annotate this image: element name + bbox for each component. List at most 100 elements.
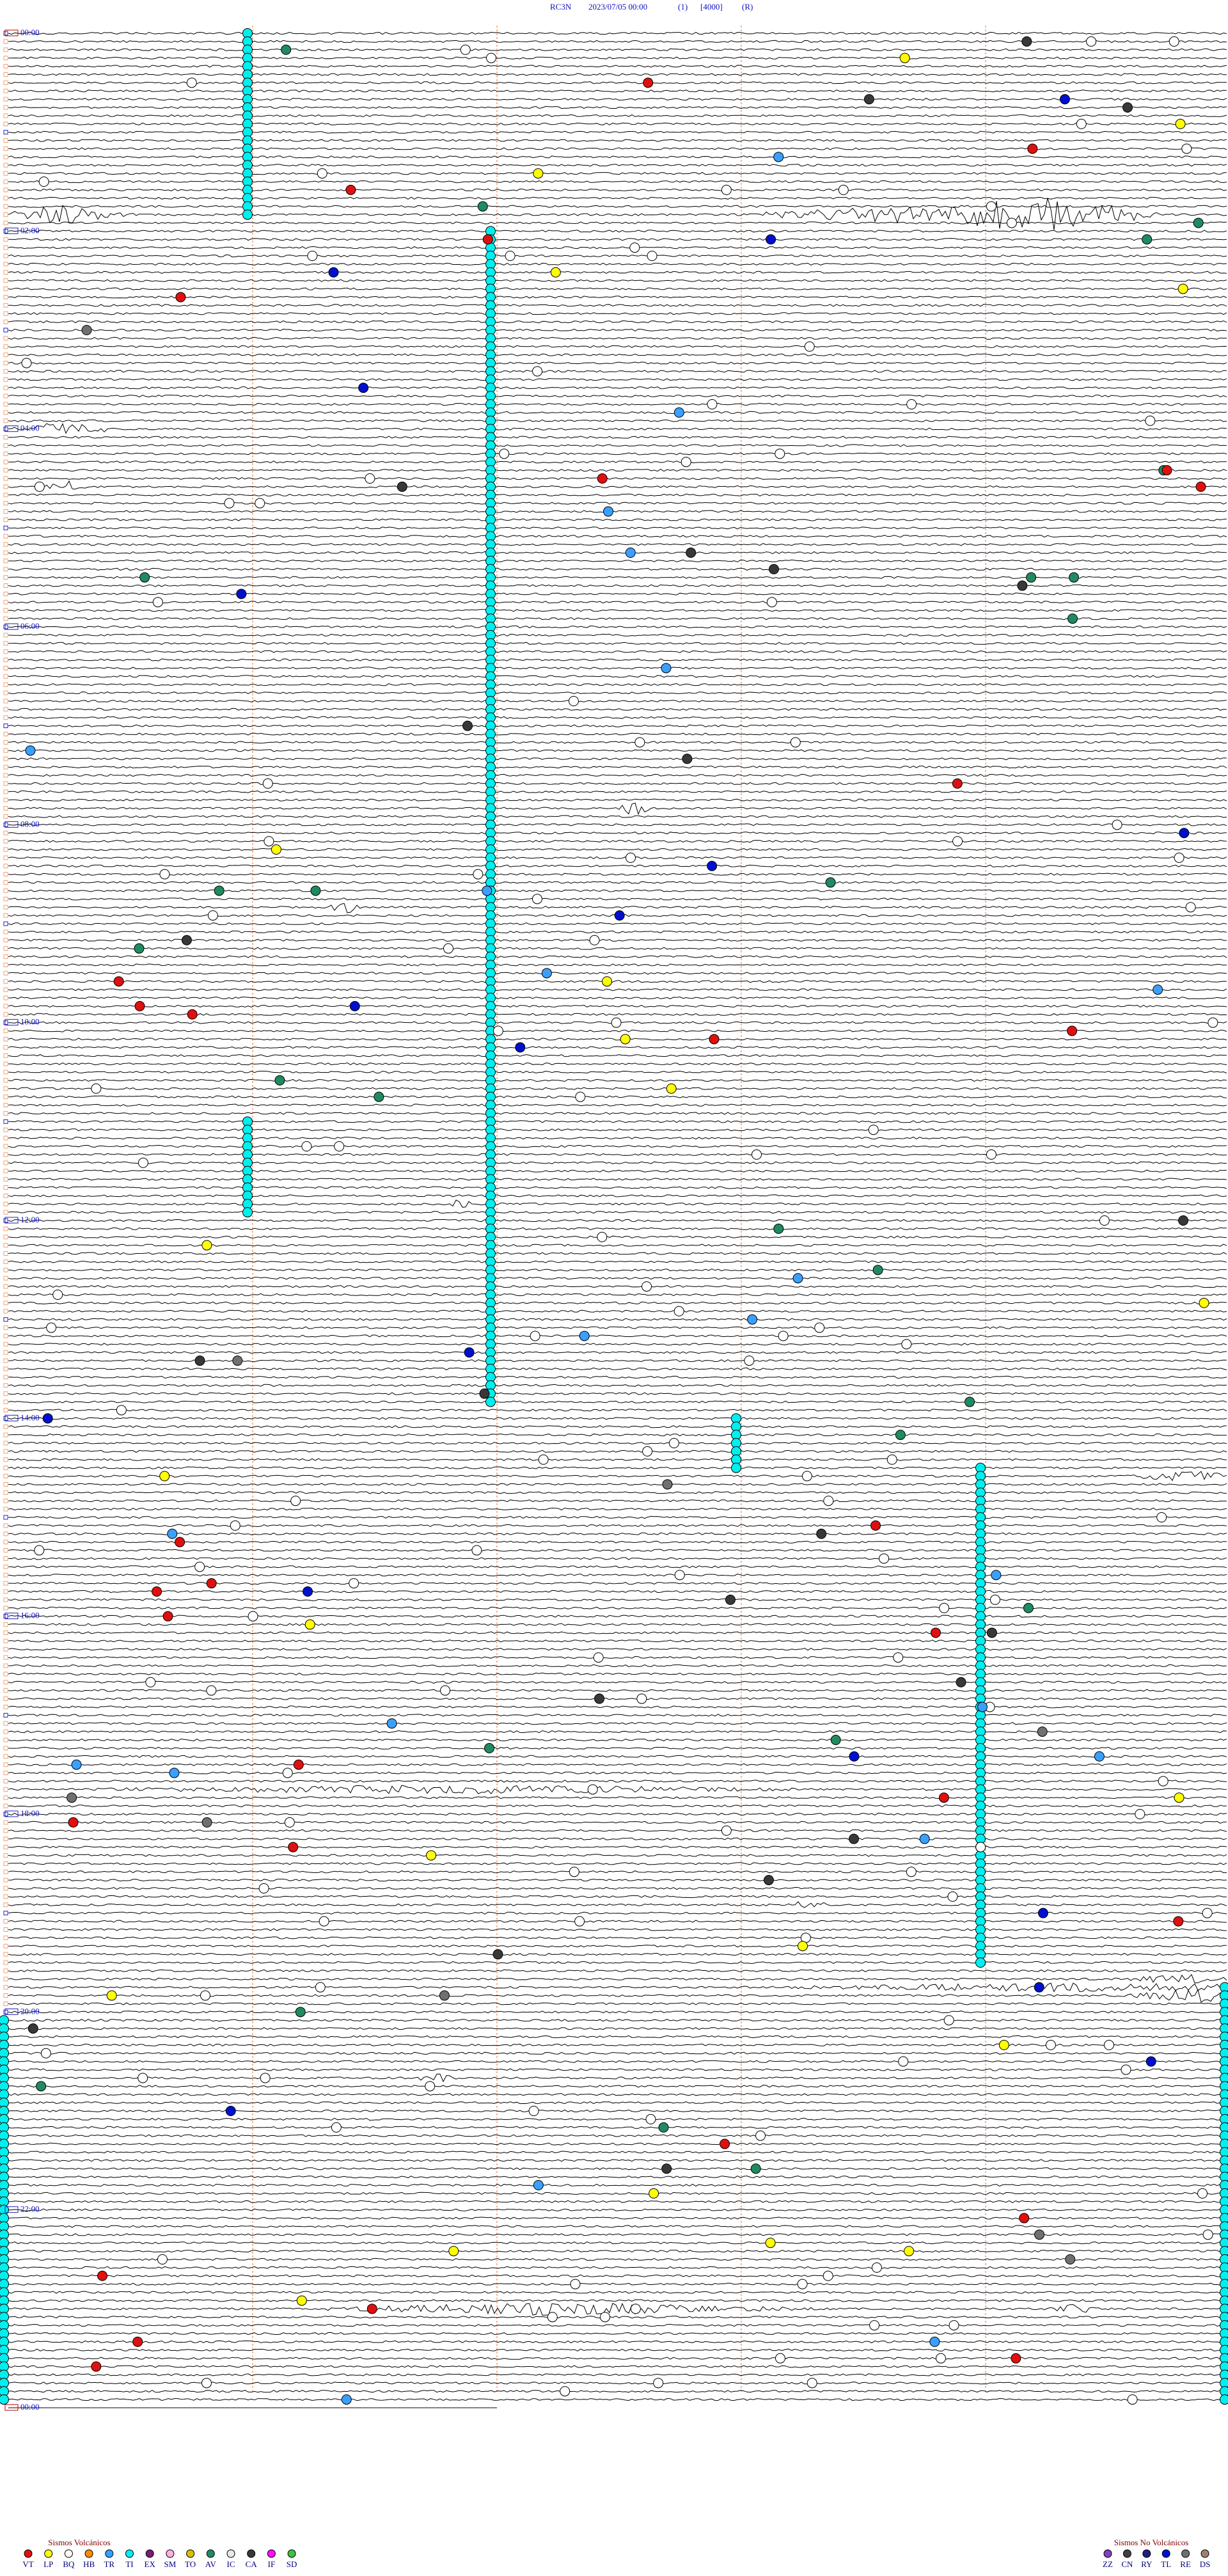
trace-marker xyxy=(3,1515,8,1520)
trace xyxy=(8,691,1227,695)
trace xyxy=(8,1697,1227,1700)
trace xyxy=(8,452,1227,455)
trace-marker xyxy=(3,839,8,844)
trace xyxy=(8,2249,1227,2253)
event-marker xyxy=(547,2312,558,2323)
trace xyxy=(8,171,1227,175)
event-marker xyxy=(766,597,777,608)
trace-marker xyxy=(3,1771,8,1776)
trace xyxy=(8,2291,1227,2294)
trace-marker xyxy=(3,1729,8,1734)
trace-marker xyxy=(3,196,8,201)
legend-code: RY xyxy=(1141,2559,1153,2569)
hour-box xyxy=(4,1217,19,1224)
event-marker xyxy=(331,2122,342,2133)
event-marker xyxy=(620,1034,631,1045)
trace xyxy=(8,1227,1227,1231)
trace xyxy=(8,609,1227,612)
event-marker xyxy=(194,1355,205,1366)
trace-marker xyxy=(3,1540,8,1545)
legend-code: HB xyxy=(83,2559,95,2569)
trace xyxy=(8,1062,1227,1066)
trace-marker xyxy=(3,179,8,184)
trace xyxy=(8,411,1227,415)
trace-marker xyxy=(3,1622,8,1627)
trace-marker xyxy=(3,872,8,877)
event-marker xyxy=(634,737,645,748)
event-marker xyxy=(34,481,45,492)
traces xyxy=(3,26,1227,2408)
event-marker xyxy=(68,1817,79,1828)
event-marker xyxy=(1208,1017,1218,1028)
trace xyxy=(8,65,1227,68)
trace-marker xyxy=(3,1606,8,1611)
event-marker xyxy=(284,1817,295,1828)
event-marker xyxy=(1181,143,1192,154)
legend-swatch xyxy=(1103,2549,1112,2558)
trace xyxy=(8,1615,1227,1618)
hour-box xyxy=(4,1414,19,1421)
hour-box xyxy=(4,1810,19,1817)
trace-marker xyxy=(3,1638,8,1643)
trace xyxy=(8,1178,1227,1181)
trace-marker xyxy=(3,501,8,506)
trace xyxy=(8,130,1227,134)
legend-code: TO xyxy=(185,2559,196,2569)
event-marker xyxy=(397,481,407,492)
trace-marker xyxy=(3,665,8,670)
event-marker xyxy=(1173,1916,1184,1927)
trace-marker xyxy=(3,1688,8,1693)
trace xyxy=(8,535,1227,538)
event-marker xyxy=(315,1982,326,1993)
trace xyxy=(8,601,1227,604)
trace-marker xyxy=(3,1358,8,1363)
trace xyxy=(8,988,1227,992)
trace-marker xyxy=(3,1317,8,1322)
trace xyxy=(8,1771,1227,1774)
hour-label: 04:00 xyxy=(20,423,40,433)
trace xyxy=(8,1648,1227,1651)
trace xyxy=(8,1714,1227,1717)
trace-marker xyxy=(3,459,8,464)
trace-marker xyxy=(3,418,8,423)
event-marker xyxy=(541,968,552,979)
trace xyxy=(8,2011,1227,2014)
event-marker xyxy=(869,2320,880,2331)
trace xyxy=(8,370,1227,373)
trace xyxy=(8,1334,1227,1338)
trace-marker xyxy=(3,1036,8,1041)
trace xyxy=(8,386,1227,390)
trace-marker xyxy=(3,1886,8,1891)
trace xyxy=(8,1532,1227,1535)
trace xyxy=(8,230,1227,233)
trace-marker xyxy=(3,1712,8,1718)
event-marker xyxy=(425,2081,436,2092)
event-marker xyxy=(626,852,636,863)
trace-marker xyxy=(3,533,8,539)
trace xyxy=(8,1343,1227,1346)
trace-marker xyxy=(3,1498,8,1503)
trace-marker xyxy=(3,1993,8,1998)
trace-marker xyxy=(3,764,8,770)
event-marker xyxy=(725,1594,736,1605)
trace xyxy=(8,1870,1227,1874)
trace-marker xyxy=(3,814,8,819)
trace-marker xyxy=(3,1581,8,1586)
event-marker xyxy=(81,325,92,335)
trace xyxy=(8,1309,1227,1313)
event-marker xyxy=(439,1990,450,2001)
legend-code: SD xyxy=(287,2559,297,2569)
trace xyxy=(8,2323,1227,2327)
event-marker xyxy=(1195,481,1206,492)
event-marker xyxy=(901,1339,912,1350)
event-marker xyxy=(206,1685,217,1696)
trace xyxy=(8,2126,1227,2129)
trace xyxy=(8,1664,1227,1668)
event-marker xyxy=(214,885,224,896)
event-marker xyxy=(1045,2039,1056,2050)
trace xyxy=(8,1210,1227,1214)
event-marker xyxy=(1094,1751,1105,1762)
event-marker xyxy=(868,1125,879,1135)
event-marker xyxy=(138,1157,148,1168)
trace-marker xyxy=(3,1135,8,1141)
